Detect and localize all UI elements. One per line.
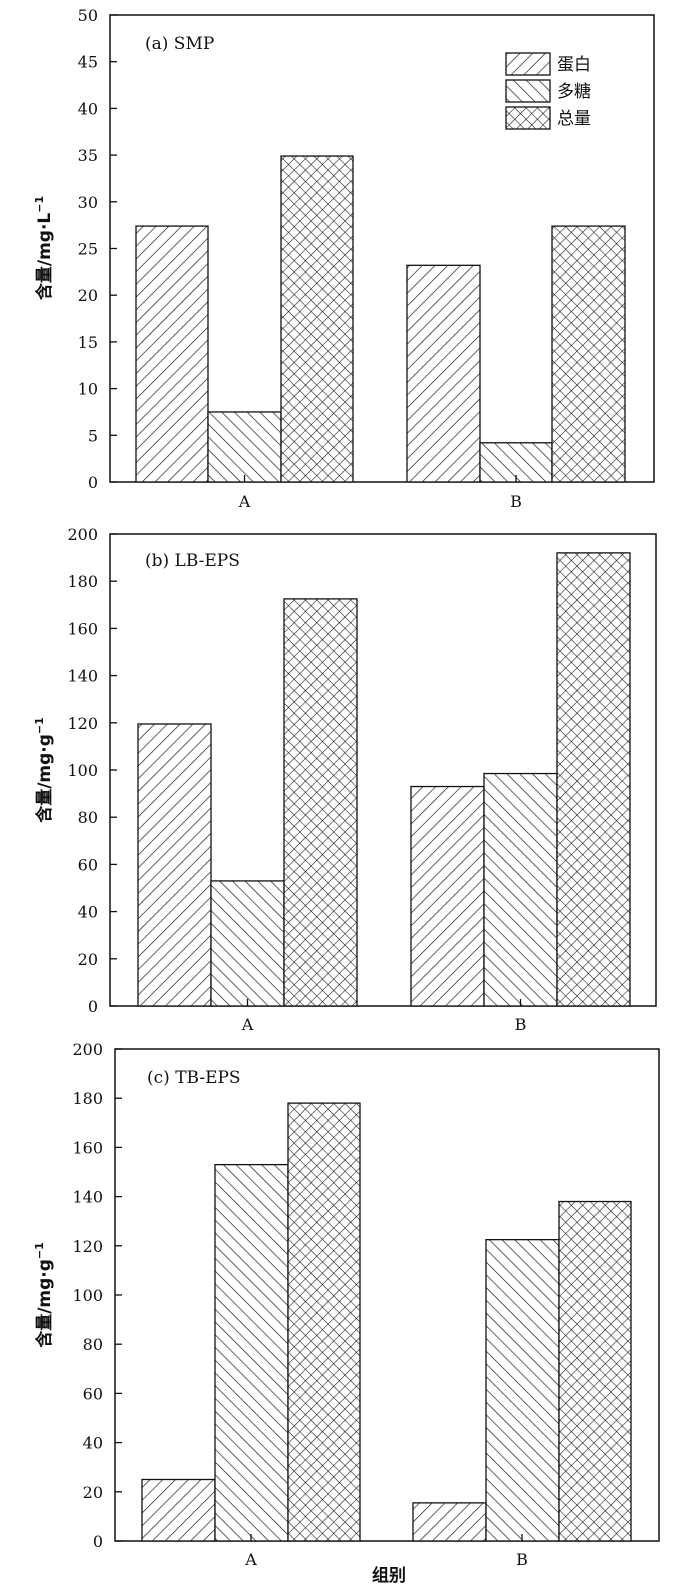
bar-total-B: [558, 1200, 632, 1542]
x-tick-label: B: [515, 1015, 527, 1034]
bar-polysaccharide-B: [483, 772, 558, 1007]
bar-polysaccharide-B: [485, 1239, 560, 1542]
bar-polysaccharide-A: [210, 880, 285, 1007]
bar-total-A: [287, 1102, 361, 1542]
legend: 蛋白 多糖 总量: [505, 52, 591, 130]
y-axis-label: 含量/mg·L−1: [33, 196, 55, 300]
y-tick-label: 15: [78, 333, 98, 352]
y-tick-label: 100: [67, 761, 98, 780]
y-tick-label: 45: [78, 53, 98, 72]
legend-swatch-polysaccharide: [505, 79, 551, 103]
y-tick-label: 120: [67, 714, 98, 733]
bar-protein-A: [137, 723, 212, 1007]
y-tick-label: 0: [88, 997, 98, 1016]
panel-label: (b) LB-EPS: [145, 551, 240, 571]
y-tick-label: 80: [78, 808, 98, 827]
y-tick-label: 160: [72, 1138, 103, 1157]
bar-protein-B: [410, 785, 485, 1007]
y-tick-label: 60: [83, 1384, 103, 1403]
bar-total-A: [280, 155, 354, 483]
x-tick-label: A: [244, 1550, 257, 1569]
bar-protein-B: [406, 264, 481, 483]
bar-total-A: [283, 598, 358, 1007]
y-tick-label: 60: [78, 855, 98, 874]
y-axis-label: 含量/mg·g−1: [33, 717, 55, 823]
y-tick-label: 100: [72, 1286, 103, 1305]
bar-protein-A: [141, 1478, 216, 1542]
legend-label-total: 总量: [557, 109, 591, 129]
bar-protein-B: [412, 1502, 487, 1542]
y-tick-label: 120: [72, 1237, 103, 1256]
bar-total-B: [556, 552, 631, 1007]
panel-label: (c) TB-EPS: [147, 1068, 241, 1088]
y-axis-ticks: 0 5 10 15 20 25 30 35 40 45 50: [78, 6, 117, 492]
x-tick-label: A: [241, 1015, 254, 1034]
y-tick-label: 180: [67, 572, 98, 591]
y-tick-label: 40: [83, 1434, 103, 1453]
legend-swatch-protein: [505, 52, 551, 76]
y-tick-label: 40: [78, 99, 98, 118]
y-tick-label: 20: [78, 950, 98, 969]
y-tick-label: 30: [78, 193, 98, 212]
y-tick-label: 25: [78, 240, 98, 259]
x-tick-label: B: [516, 1550, 528, 1569]
x-tick-label: B: [510, 492, 522, 511]
legend-swatch-total: [505, 106, 551, 130]
y-tick-label: 140: [72, 1188, 103, 1207]
y-tick-label: 20: [78, 286, 98, 305]
bar-group: [141, 1102, 632, 1542]
y-axis-label: 含量/mg·g−1: [33, 1242, 55, 1348]
legend-label-polysaccharide: 多糖: [557, 82, 591, 102]
bar-group: [135, 155, 626, 483]
y-tick-label: 20: [83, 1483, 103, 1502]
bar-total-B: [551, 225, 626, 483]
y-tick-label: 40: [78, 903, 98, 922]
y-tick-label: 200: [72, 1040, 103, 1059]
y-tick-label: 10: [78, 380, 98, 399]
bar-group: [137, 552, 631, 1007]
bar-protein-A: [135, 225, 209, 483]
y-tick-label: 0: [93, 1532, 103, 1551]
y-tick-label: 180: [72, 1089, 103, 1108]
y-tick-label: 5: [88, 426, 98, 445]
y-tick-label: 50: [78, 6, 98, 25]
bar-polysaccharide-A: [207, 411, 282, 483]
panel-label: (a) SMP: [145, 34, 214, 54]
y-axis-ticks: 0 20 40 60 80 100 120 140 160 180 200: [67, 525, 117, 1016]
y-tick-label: 160: [67, 619, 98, 638]
bar-polysaccharide-A: [214, 1163, 289, 1542]
x-tick-label: A: [238, 492, 251, 511]
y-tick-label: 0: [88, 473, 98, 492]
y-tick-label: 200: [67, 525, 98, 544]
y-tick-label: 35: [78, 146, 98, 165]
y-tick-label: 80: [83, 1335, 103, 1354]
y-tick-label: 140: [67, 667, 98, 686]
y-axis-ticks: 0 20 40 60 80 100 120 140 160 180 200: [72, 1040, 122, 1551]
x-axis-label: 组别: [372, 1565, 406, 1586]
legend-label-protein: 蛋白: [557, 55, 591, 75]
